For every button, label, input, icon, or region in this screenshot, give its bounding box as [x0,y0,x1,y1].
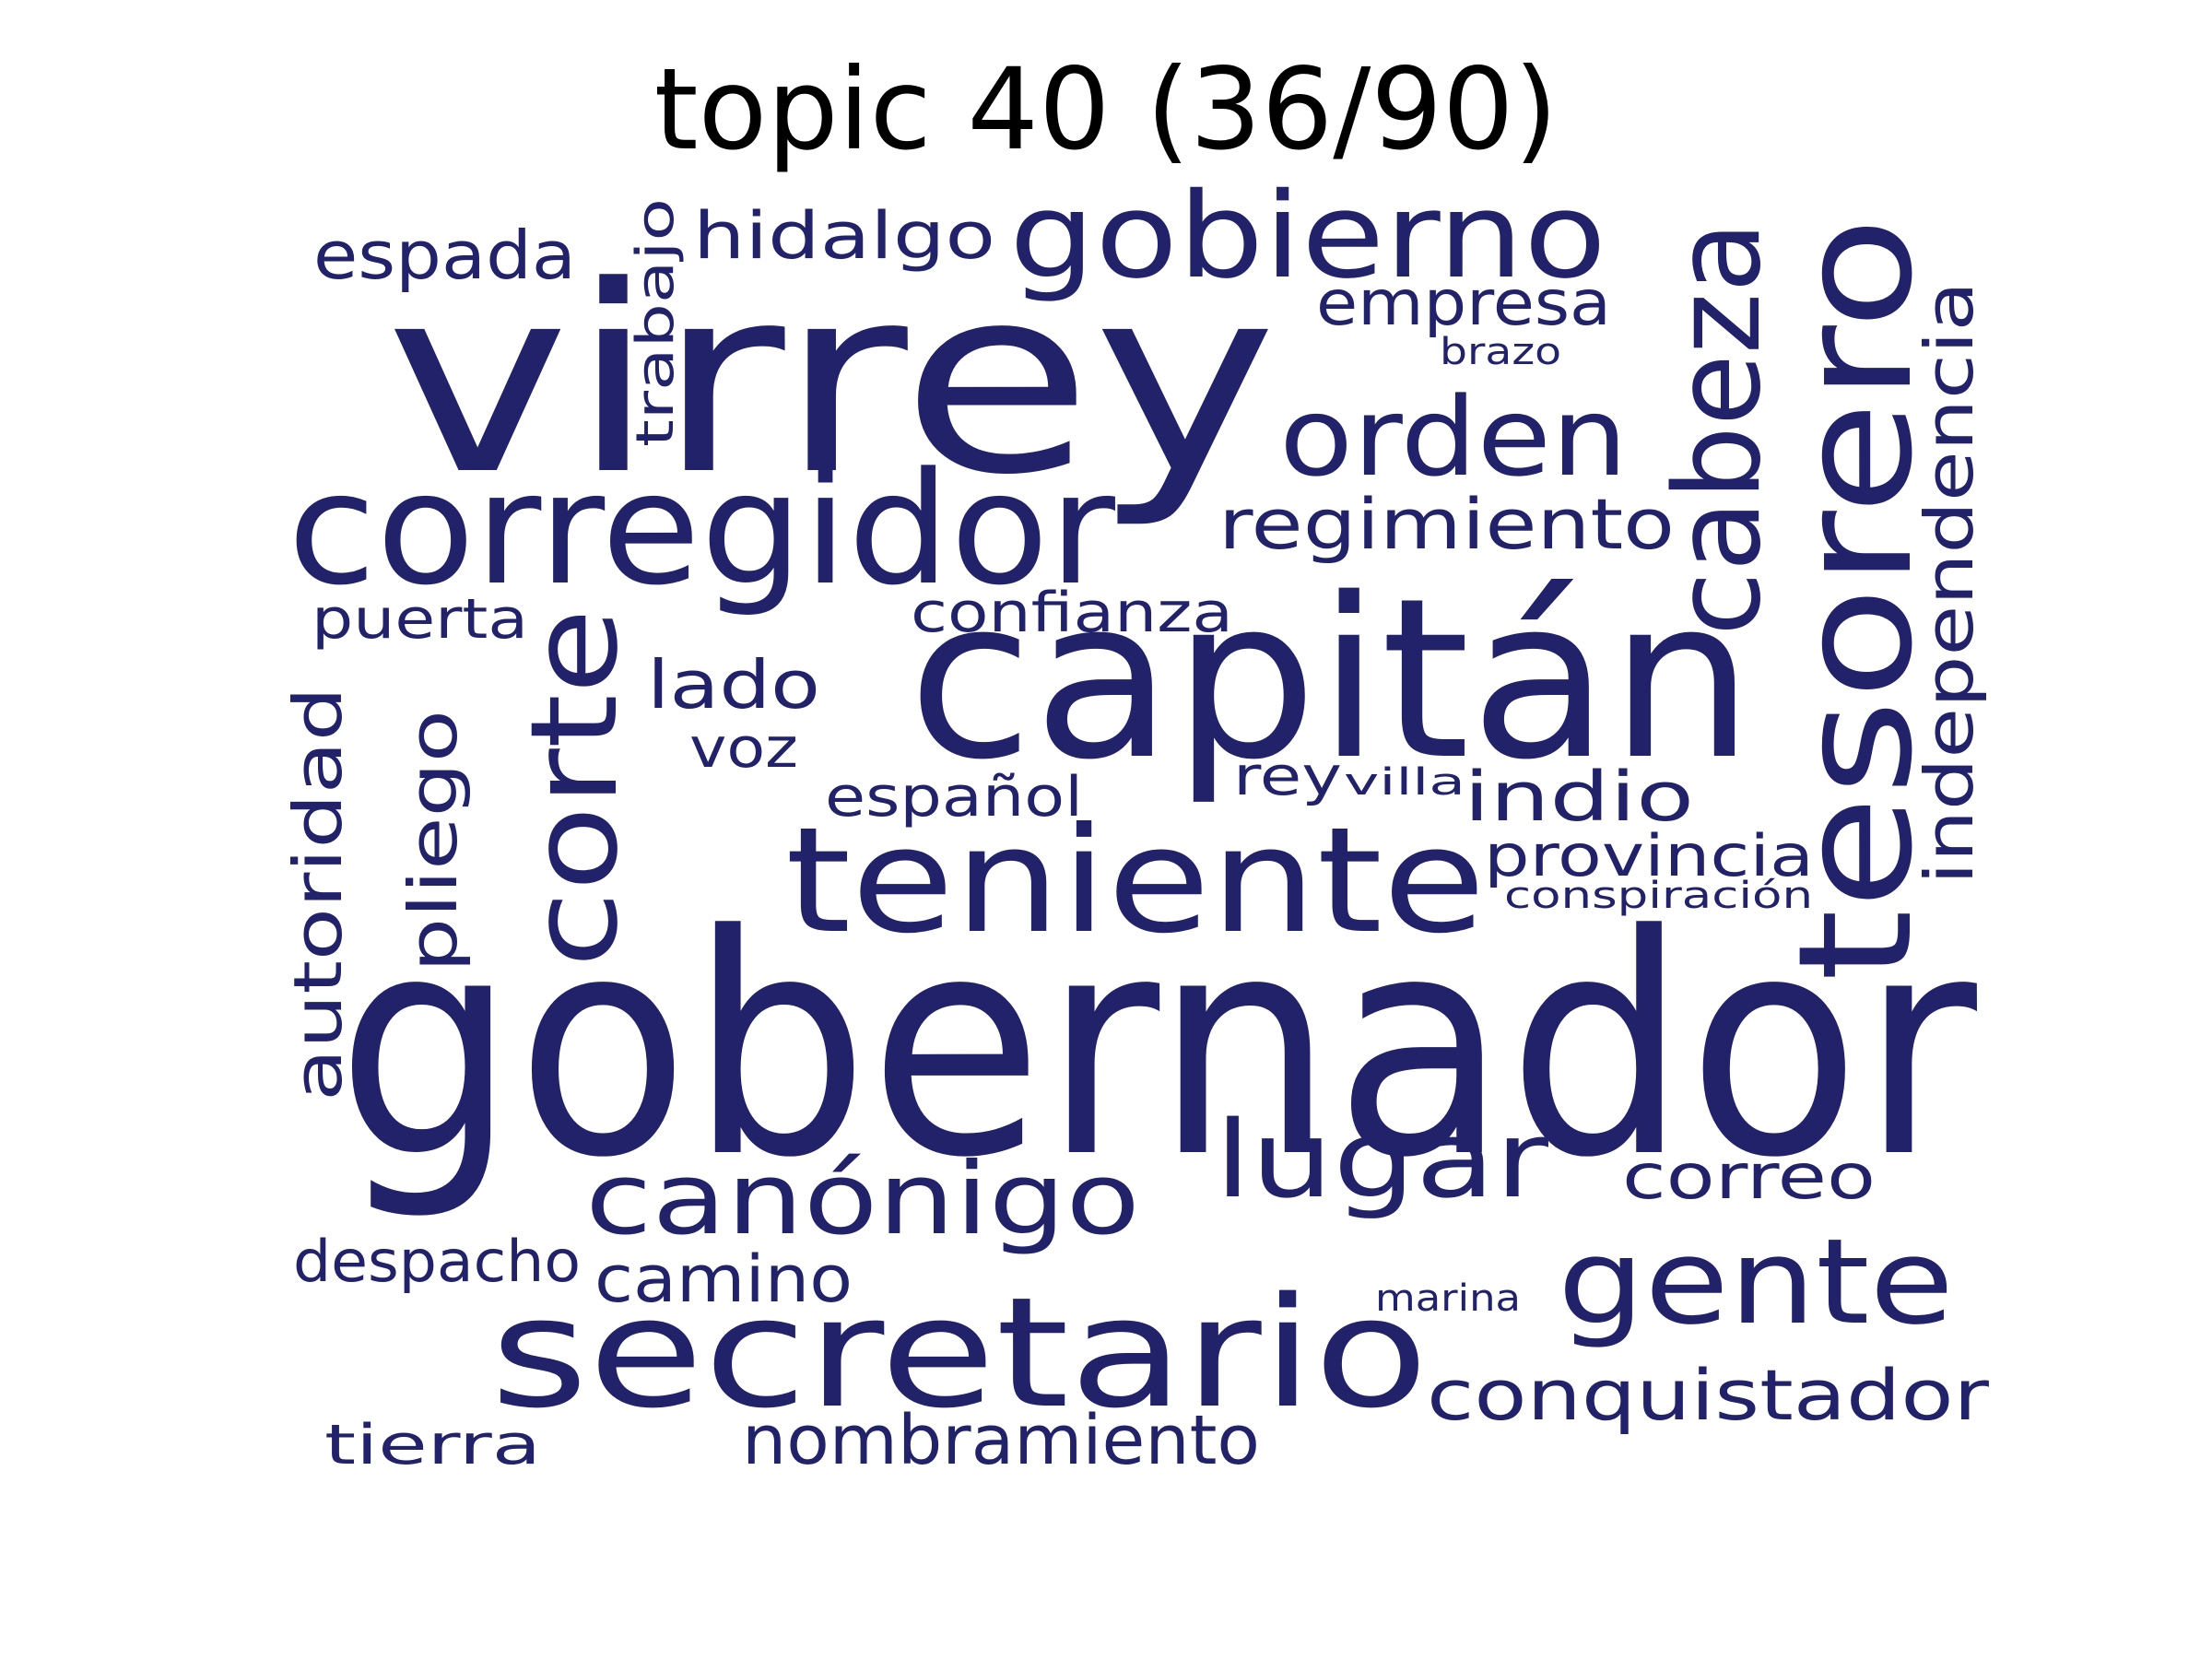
word-tierra: tierra [324,1413,541,1477]
word-camino: camino [594,1241,853,1317]
word-autoridad: autoridad [279,687,357,1101]
word-tesorero: gobierno [1009,168,1606,305]
word-regimiento: regimiento [1218,483,1675,565]
word-gente: gente [1558,1214,1954,1351]
word-nombramiento: nombramiento [742,1401,1260,1480]
word-gobernador: gobernador [336,870,1980,1224]
word-capitan: capitán [908,550,1754,808]
word-voz: voz [689,716,798,781]
word-conquistador: conquistador [1427,1354,1990,1436]
word-corte: orden [1279,373,1628,500]
word-espanol: español [825,765,1083,830]
word-brazo: brazo [1440,331,1561,373]
word-cabeza: cabeza [1650,221,1787,636]
word-provincia: provincia [1484,822,1814,889]
word-lado: lado [647,646,820,724]
word-orden: corte [504,608,644,968]
word-rey: rey [1233,745,1342,807]
word-despacho: despacho [293,1228,581,1295]
word-puerta: puerta [312,587,528,652]
word-lugar: lugar [1215,1099,1549,1222]
word-pliego: pliego [394,710,472,972]
word-confianza: confianza [911,581,1233,645]
word-espada: espada [313,217,576,294]
word-villa: villa [1344,761,1465,804]
word-indio: indio [1464,758,1694,837]
word-trabajo: trabajo [626,198,686,447]
word-correo: correo [1622,1141,1876,1214]
chart-title: topic 40 (36/90) [653,44,1559,175]
word-corregidor: corregidor [288,439,1116,619]
word-marina: marina [1375,1277,1521,1320]
word-hidalgo: hidalgo [693,198,995,274]
word-independencia: independencia [1911,281,1988,885]
word-empresa: empresa [1316,267,1611,340]
word-virrey: virrey [385,231,1277,532]
word-secretario: secretario [490,1265,1429,1441]
word-conspiracion: conspiración [1504,875,1813,917]
word-canonigo: canónigo [585,1142,1140,1257]
word-teniente: teniente [785,796,1486,966]
word-gobierno: tesorero [1765,217,1947,982]
